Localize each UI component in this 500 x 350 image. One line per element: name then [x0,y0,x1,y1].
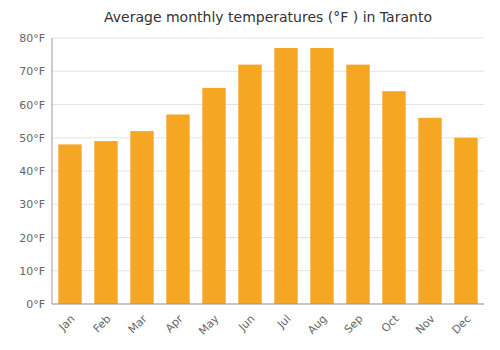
y-tick-label: 10°F [19,265,45,278]
x-tick-label: Aug [305,312,329,336]
bar [310,48,333,304]
y-tick-label: 50°F [19,132,45,145]
x-axis: Jan Feb Mar Apr May Jun Jul Aug Sep Oct Nov Dec [56,312,474,338]
x-tick-label: Oct [379,312,402,335]
title: Average monthly temperatures (°F ) in Ta… [104,9,432,25]
bar [418,118,441,304]
chart-svg: Average monthly temperatures (°F ) in Ta… [0,0,500,350]
x-tick-label: Apr [163,312,186,335]
x-tick-label: Dec [449,312,473,336]
x-tick-label: Jul [274,312,293,331]
y-tick-label: 0°F [26,298,45,311]
bar [166,114,189,304]
bar [346,65,369,304]
grid-line [52,304,484,305]
y-tick-label: 70°F [19,65,45,78]
bar [94,141,117,304]
bars [58,48,477,304]
grid-line [52,38,484,39]
x-tick-label: Sep [342,312,366,336]
y-axis: 0°F 10°F 20°F 30°F 40°F 50°F 60°F 70°F 80°F [19,32,45,311]
x-tick-label: Nov [413,312,438,337]
bar [382,91,405,304]
y-tick-label: 30°F [19,198,45,211]
x-axis-line [52,304,484,305]
bar [238,65,261,304]
grid-line [52,104,484,105]
bar [274,48,297,304]
x-tick-label: Jun [236,312,258,334]
x-tick-label: May [196,312,222,338]
bar [130,131,153,304]
bar [454,138,477,304]
x-tick-label: Mar [126,312,150,336]
bar [58,144,81,304]
grid [52,38,484,304]
y-tick-label: 20°F [19,232,45,245]
grid-line [52,71,484,72]
chart-container: Average monthly temperatures (°F ) in Ta… [0,0,500,350]
x-tick-label: Feb [91,312,114,335]
y-axis-line [52,38,53,304]
y-tick-label: 40°F [19,165,45,178]
x-tick-label: Jan [56,312,78,334]
bar [202,88,225,304]
y-tick-label: 80°F [19,32,45,45]
y-tick-label: 60°F [19,99,45,112]
